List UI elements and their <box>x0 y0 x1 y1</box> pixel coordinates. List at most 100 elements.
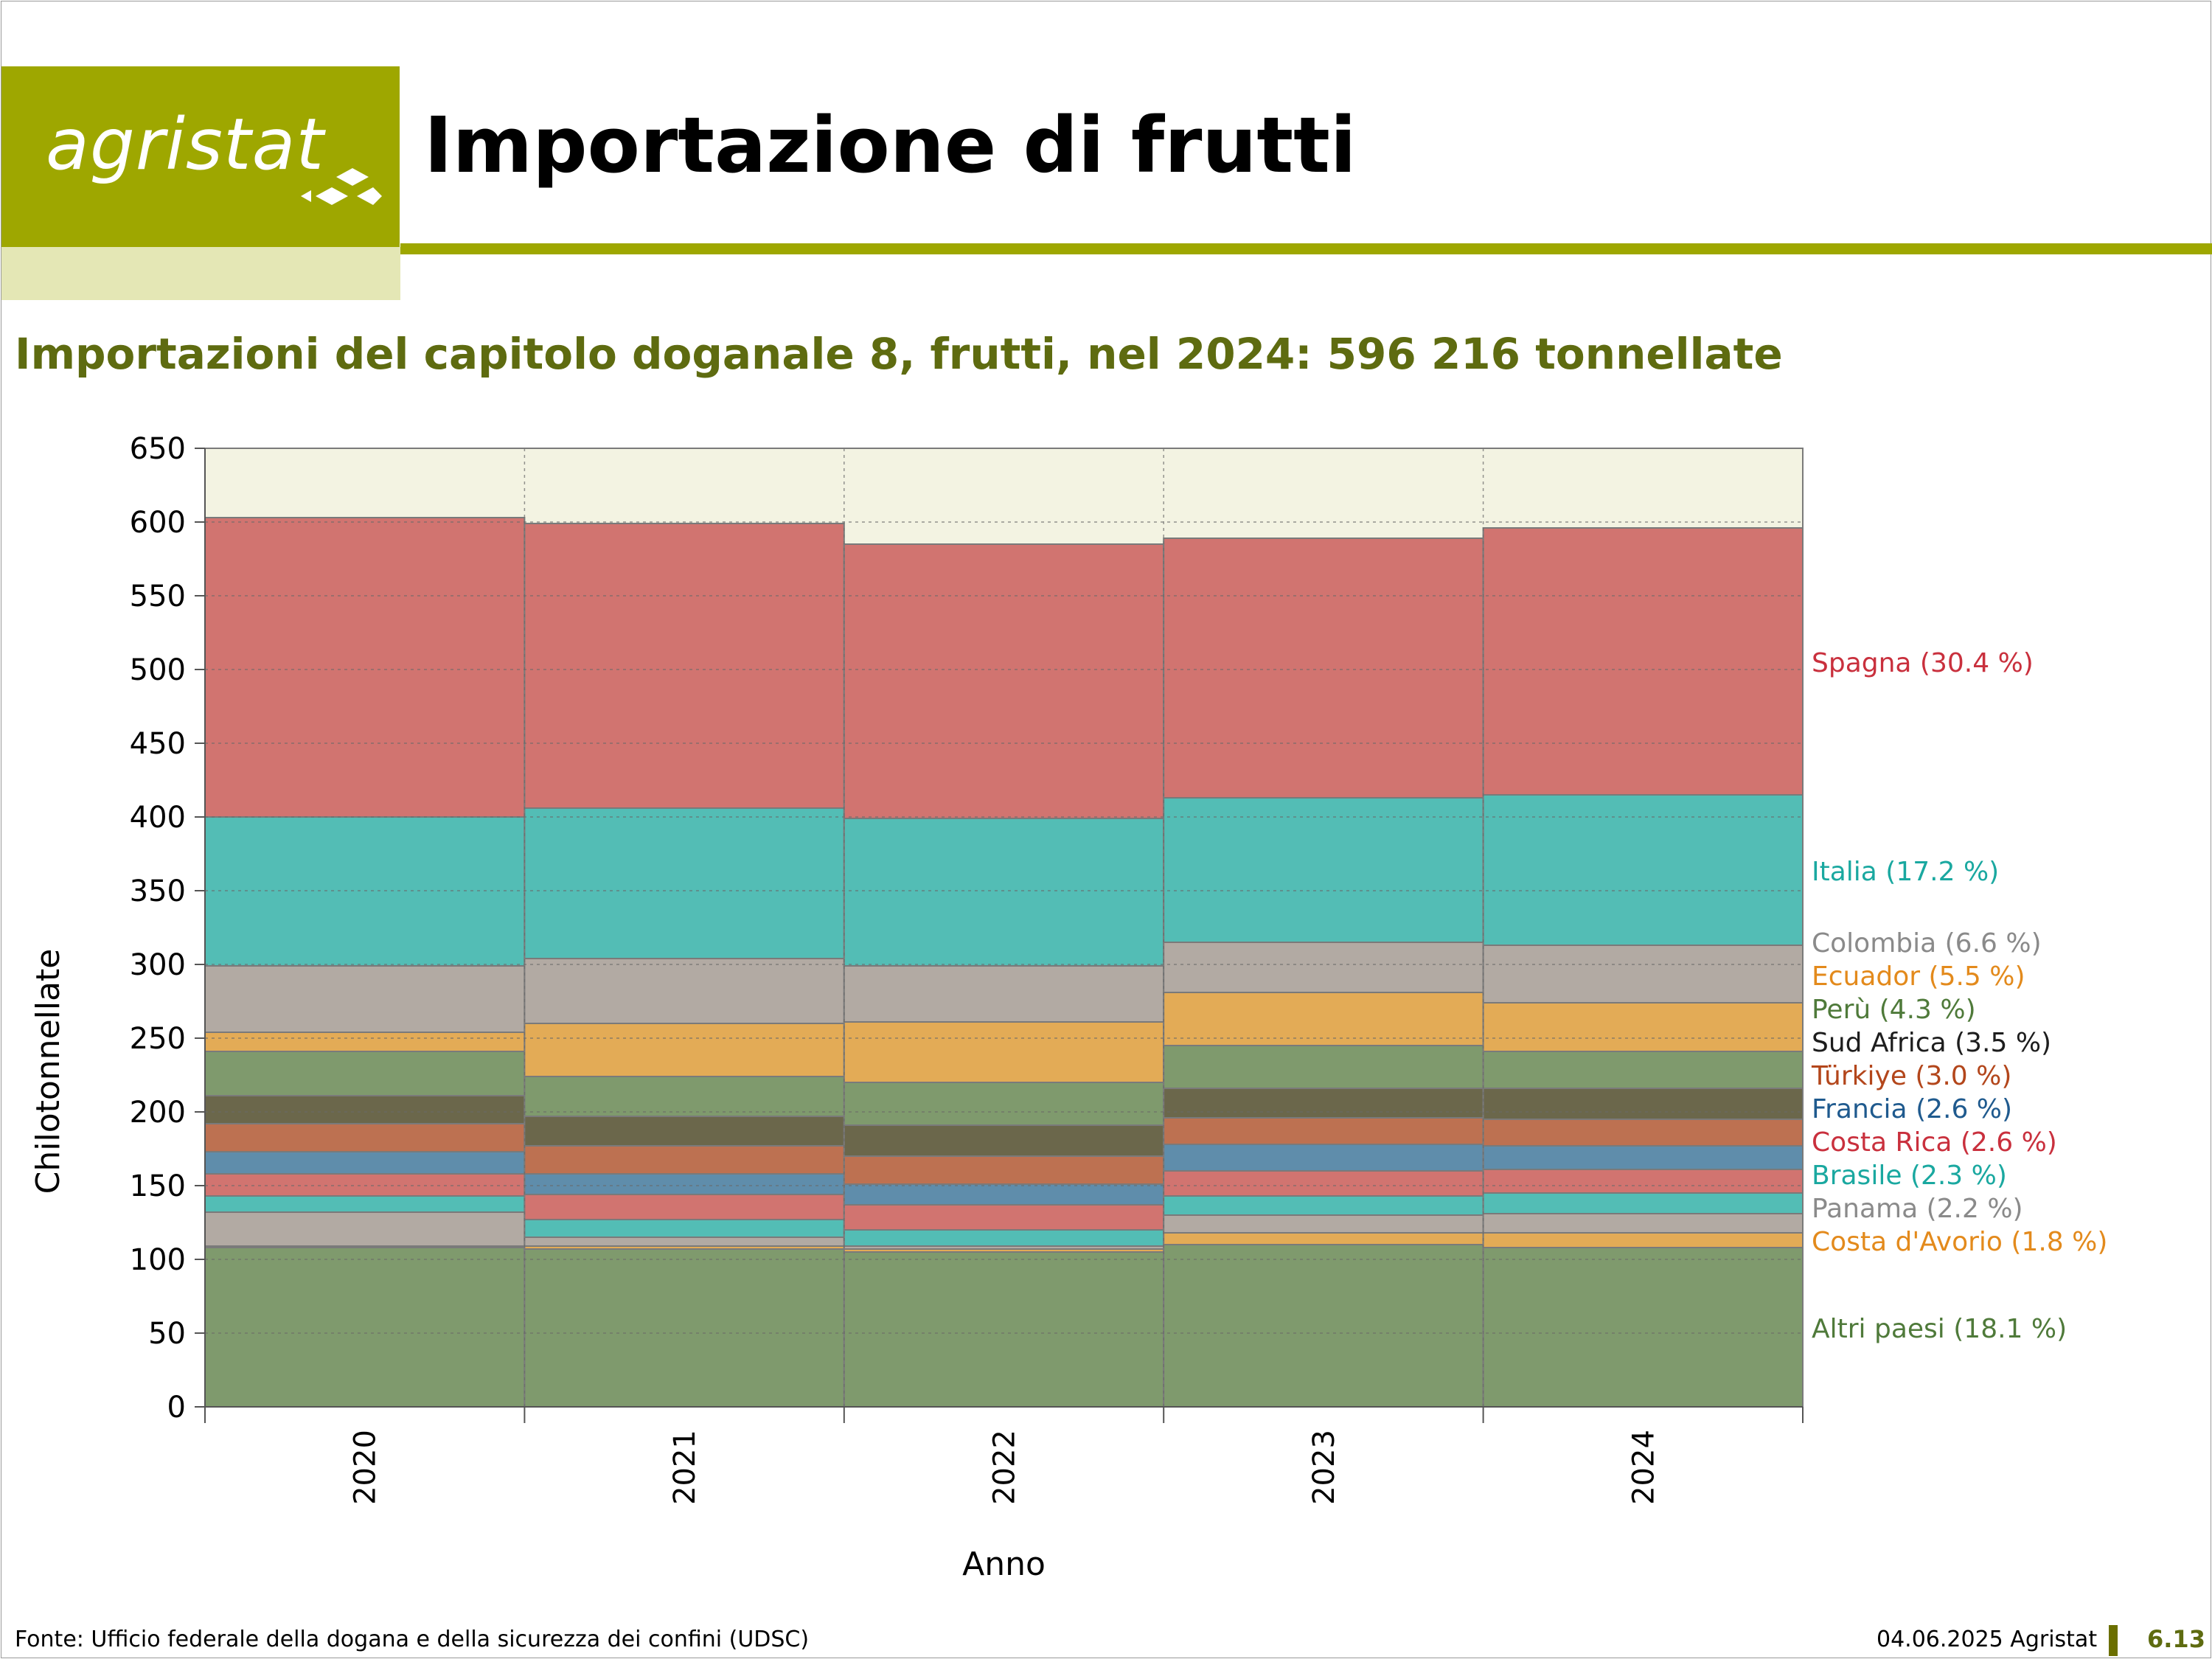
bar-segment-2024-spagna <box>1482 527 1804 796</box>
bar-segment-2023-italia <box>1163 797 1484 943</box>
bar-segment-2023-ecuador <box>1163 992 1484 1046</box>
x-tick-label-2024: 2024 <box>1627 1430 1660 1505</box>
series-label-costa-d-avorio: Costa d'Avorio (1.8 %) <box>1812 1227 2107 1257</box>
series-label-panama: Panama (2.2 %) <box>1812 1194 2023 1224</box>
bar-segment-2024-sud-africa <box>1482 1088 1804 1120</box>
y-tick-label-150: 150 <box>130 1169 186 1203</box>
bar-segment-2020-colombia <box>204 965 526 1033</box>
bar-segment-2020-costa-rica <box>204 1173 526 1197</box>
series-label-per-: Perù (4.3 %) <box>1812 995 1976 1025</box>
series-label-ecuador: Ecuador (5.5 %) <box>1812 961 2025 992</box>
bar-segment-2023-per- <box>1163 1045 1484 1089</box>
bar-segment-2022-ecuador <box>843 1021 1165 1083</box>
y-tick-label-400: 400 <box>130 801 186 835</box>
y-tick-label-500: 500 <box>130 653 186 687</box>
bar-segment-2020-t-rkiye <box>204 1123 526 1152</box>
bar-segment-2021-panama <box>524 1237 845 1247</box>
bar-segment-2020-italia <box>204 816 526 967</box>
bar-segment-2022-brasile <box>843 1229 1165 1247</box>
bar-segment-2023-brasile <box>1163 1195 1484 1216</box>
x-tick-label-2021: 2021 <box>668 1430 702 1505</box>
bar-segment-2023-costa-rica <box>1163 1170 1484 1197</box>
bar-segment-2023-panama <box>1163 1214 1484 1234</box>
bar-segment-2022-t-rkiye <box>843 1155 1165 1185</box>
bar-segment-2023-colombia <box>1163 942 1484 993</box>
bar-segment-2020-per- <box>204 1051 526 1096</box>
y-tick-label-600: 600 <box>130 506 186 540</box>
bar-segment-2021-brasile <box>524 1219 845 1238</box>
series-label-altri-paesi: Altri paesi (18.1 %) <box>1812 1314 2067 1344</box>
y-tick-label-550: 550 <box>130 580 186 613</box>
bar-segment-2021-costa-rica <box>524 1194 845 1220</box>
series-label-colombia: Colombia (6.6 %) <box>1812 928 2042 959</box>
bar-segment-2022-altri-paesi <box>843 1251 1165 1408</box>
page-title: Importazione di frutti <box>424 100 1357 190</box>
bar-segment-2020-altri-paesi <box>204 1247 526 1408</box>
bar-segment-2023-altri-paesi <box>1163 1244 1484 1408</box>
bar-segment-2023-costa-d-avorio <box>1163 1232 1484 1245</box>
y-tick-label-450: 450 <box>130 727 186 761</box>
bar-segment-2024-per- <box>1482 1051 1804 1089</box>
series-label-costa-rica: Costa Rica (2.6 %) <box>1812 1127 2057 1158</box>
bar-segment-2024-italia <box>1482 794 1804 946</box>
bar-segment-2022-colombia <box>843 965 1165 1023</box>
bar-segment-2021-per- <box>524 1076 845 1117</box>
bar-segment-2020-ecuador <box>204 1032 526 1052</box>
y-tick-label-650: 650 <box>130 432 186 466</box>
bar-segment-2024-costa-d-avorio <box>1482 1232 1804 1248</box>
series-label-brasile: Brasile (2.3 %) <box>1812 1161 2007 1191</box>
bar-segment-2022-italia <box>843 818 1165 967</box>
y-tick-label-50: 50 <box>148 1317 186 1351</box>
y-tick-label-0: 0 <box>167 1391 186 1425</box>
x-tick-label-2022: 2022 <box>988 1430 1022 1505</box>
footer-date: 04.06.2025 Agristat <box>1877 1627 2098 1652</box>
series-label-italia: Italia (17.2 %) <box>1812 857 1999 887</box>
bar-segment-2021-t-rkiye <box>524 1145 845 1175</box>
chart-subtitle: Importazioni del capitolo doganale 8, fr… <box>15 329 1783 379</box>
x-tick-label-2020: 2020 <box>349 1430 383 1505</box>
bar-segment-2021-colombia <box>524 958 845 1024</box>
bar-segment-2023-sud-africa <box>1163 1088 1484 1119</box>
bar-segment-2023-francia <box>1163 1144 1484 1172</box>
y-tick-label-350: 350 <box>130 874 186 908</box>
y-tick-label-250: 250 <box>130 1022 186 1056</box>
source-note: Fonte: Ufficio federale della dogana e d… <box>15 1627 810 1652</box>
bar-segment-2021-francia <box>524 1173 845 1195</box>
bar-segment-2021-italia <box>524 807 845 959</box>
bar-segment-2020-spagna <box>204 517 526 818</box>
bar-segment-2024-altri-paesi <box>1482 1247 1804 1408</box>
bar-segment-2024-brasile <box>1482 1192 1804 1214</box>
y-tick-label-200: 200 <box>130 1096 186 1130</box>
bar-segment-2022-costa-rica <box>843 1204 1165 1231</box>
bar-segment-2024-t-rkiye <box>1482 1119 1804 1147</box>
bar-segment-2024-ecuador <box>1482 1002 1804 1052</box>
bar-segment-2021-spagna <box>524 523 845 809</box>
bar-segment-2024-colombia <box>1482 945 1804 1004</box>
logo-text: agristat <box>46 103 325 186</box>
y-axis-title: Chilotonnellate <box>29 949 67 1194</box>
bar-segment-2020-brasile <box>204 1195 526 1213</box>
bar-segment-2021-altri-paesi <box>524 1248 845 1408</box>
bar-segment-2022-francia <box>843 1183 1165 1206</box>
title-rule <box>400 243 2212 254</box>
series-label-t-rkiye: Türkiye (3.0 %) <box>1811 1061 2011 1091</box>
x-axis-title: Anno <box>962 1545 1046 1578</box>
bar-segment-2022-sud-africa <box>843 1124 1165 1157</box>
bar-segment-2020-francia <box>204 1151 526 1175</box>
footer-divider <box>2109 1625 2118 1656</box>
series-label-sud-africa: Sud Africa (3.5 %) <box>1812 1028 2051 1058</box>
x-tick-label-2023: 2023 <box>1307 1430 1341 1505</box>
series-label-spagna: Spagna (30.4 %) <box>1812 648 2034 678</box>
bar-segment-2024-panama <box>1482 1213 1804 1234</box>
page-number: 6.13 <box>2147 1625 2205 1653</box>
bar-segment-2024-costa-rica <box>1482 1169 1804 1194</box>
stacked-bar-chart: 0 50 100 150 200 250 300 350 400 450 500 550 600 650 2… <box>29 432 2107 1578</box>
series-label-francia: Francia (2.6 %) <box>1812 1094 2012 1124</box>
bar-segment-2020-sud-africa <box>204 1095 526 1124</box>
bar-segment-2021-sud-africa <box>524 1116 845 1147</box>
bar-segment-2023-spagna <box>1163 538 1484 799</box>
bar-segment-2024-francia <box>1482 1145 1804 1170</box>
y-tick-label-100: 100 <box>130 1243 186 1277</box>
logo-diamonds-icon <box>301 168 382 205</box>
